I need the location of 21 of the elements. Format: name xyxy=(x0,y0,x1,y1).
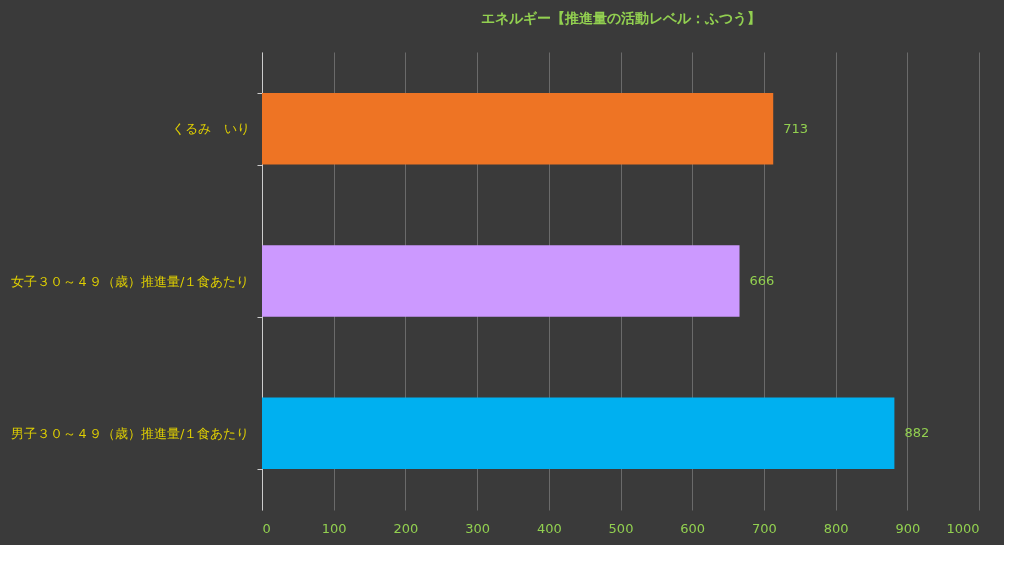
x-tick-label: 1000 xyxy=(946,520,980,536)
x-tick-label: 0 xyxy=(262,520,271,536)
x-tick-label: 700 xyxy=(751,520,777,536)
x-tick-label: 500 xyxy=(608,520,634,536)
x-tick-label: 200 xyxy=(393,520,419,536)
x-tick-label: 300 xyxy=(465,520,491,536)
bar xyxy=(262,93,774,165)
data-label: 713 xyxy=(783,120,809,136)
y-tick-label: 女子３０～４９（歳）推進量/１食あたり xyxy=(11,273,250,289)
bar xyxy=(262,245,740,317)
y-tick-label: くるみ いり xyxy=(171,121,250,137)
x-tick-label: 100 xyxy=(321,520,347,536)
x-tick-label: 400 xyxy=(536,520,562,536)
data-label: 882 xyxy=(904,425,930,441)
data-label: 666 xyxy=(749,273,775,288)
y-tick-label: 男子３０～４９（歳）推進量/１食あたり xyxy=(11,425,250,441)
x-tick-label: 800 xyxy=(823,520,849,536)
chart-title: エネルギー【推進量の活動レベル：ふつう】 xyxy=(480,10,761,27)
bar xyxy=(262,397,895,469)
x-tick-label: 900 xyxy=(895,520,921,536)
x-tick-label: 600 xyxy=(680,520,706,536)
